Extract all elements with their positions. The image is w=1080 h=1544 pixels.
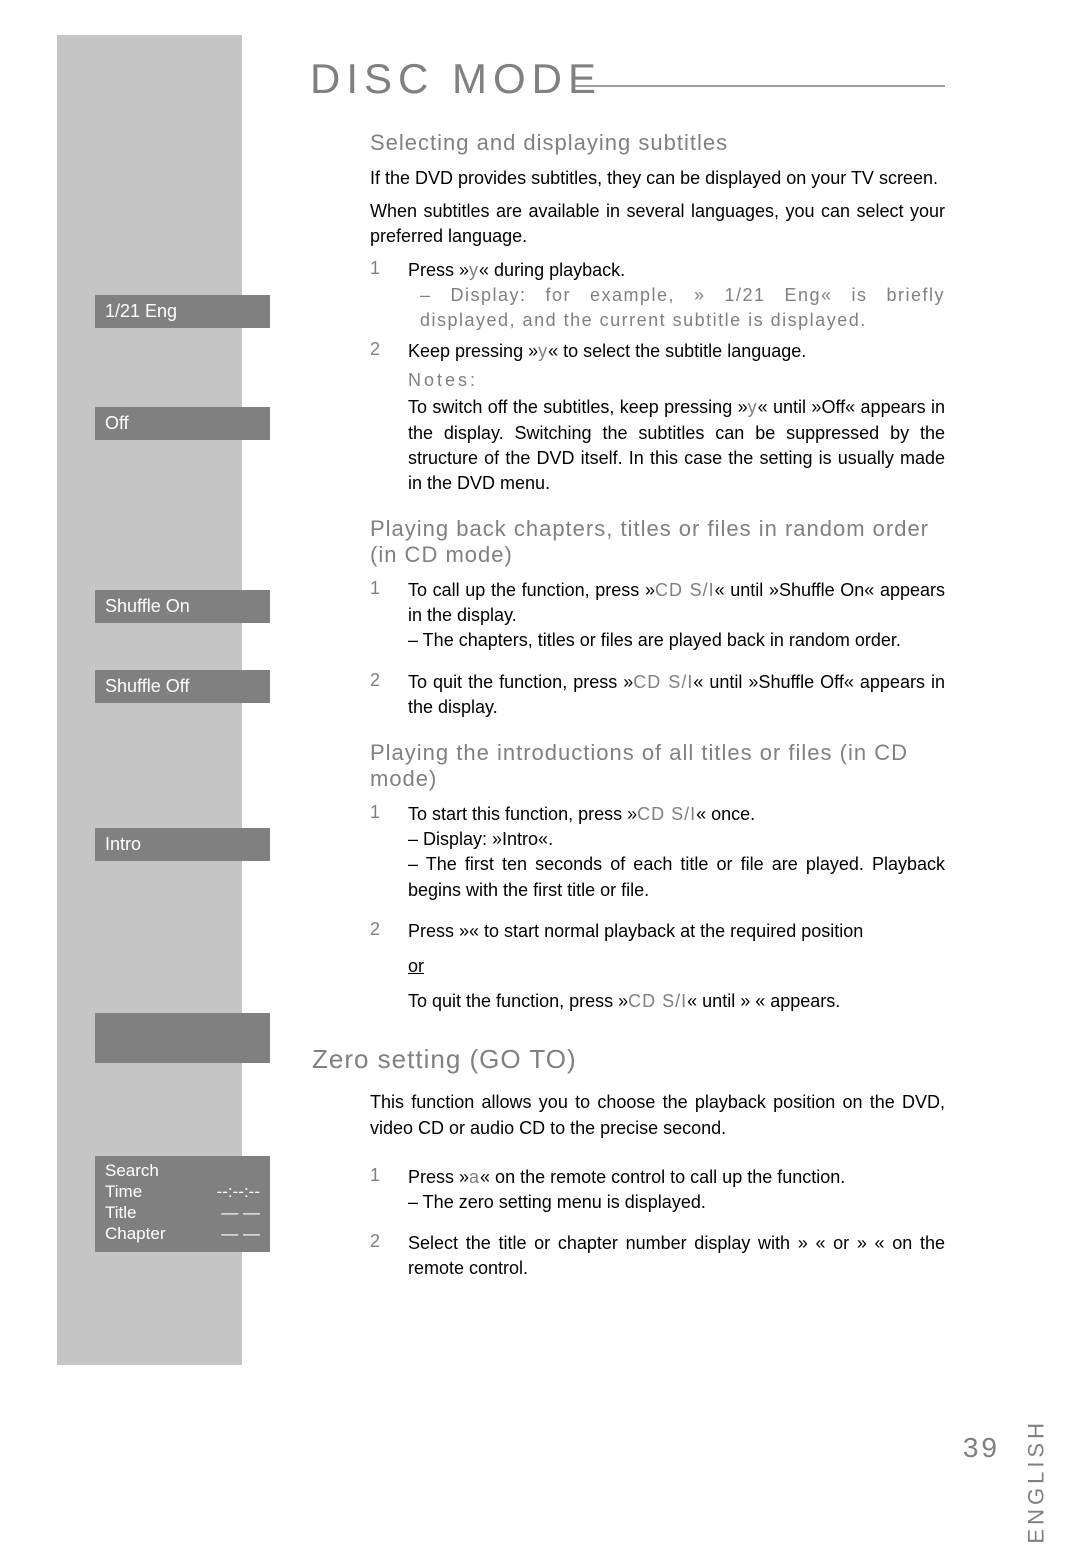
subtitles-heading: Selecting and displaying subtitles bbox=[370, 130, 945, 156]
step-number: 2 bbox=[370, 670, 388, 720]
step-body: Select the title or chapter number displ… bbox=[408, 1231, 945, 1281]
text: « until » « appears. bbox=[687, 991, 840, 1011]
step-body: Press »« to start normal playback at the… bbox=[408, 919, 945, 1015]
value: — — bbox=[221, 1224, 260, 1244]
label: Shuffle Off bbox=[105, 676, 189, 696]
text: Press » bbox=[408, 260, 469, 280]
text: « on the remote control to call up the f… bbox=[480, 1167, 845, 1187]
step-sub1: – Display: »Intro«. bbox=[408, 827, 945, 852]
intro-step1: 1 To start this function, press »CD S/I«… bbox=[370, 802, 945, 903]
intro-heading: Playing the introductions of all titles … bbox=[370, 740, 945, 792]
step-sub: – The chapters, titles or files are play… bbox=[408, 628, 945, 653]
step-number: 2 bbox=[370, 1231, 388, 1281]
text: Press » bbox=[408, 921, 469, 941]
step-body: To quit the function, press »CD S/I« unt… bbox=[408, 670, 945, 720]
goto-p1: This function allows you to choose the p… bbox=[370, 1090, 945, 1140]
goto-heading: Zero setting (GO TO) bbox=[312, 1044, 945, 1075]
goto-step1: 1 Press »a« on the remote control to cal… bbox=[370, 1165, 945, 1215]
step-body: Press »a« on the remote control to call … bbox=[408, 1165, 945, 1215]
sidebar-box-shuffle-off: Shuffle Off bbox=[95, 670, 270, 703]
step-sub: – Display: for example, » 1/21 Eng« is b… bbox=[420, 283, 945, 333]
sidebar-box-blank bbox=[95, 1013, 270, 1063]
title-rule bbox=[575, 85, 945, 87]
sidebar-box-off: Off bbox=[95, 407, 270, 440]
text: Press » bbox=[408, 1167, 469, 1187]
search-row-time: Time --:--:-- bbox=[105, 1182, 260, 1202]
text: « to select the subtitle language. bbox=[548, 341, 806, 361]
page-number: 39 bbox=[963, 1432, 1000, 1464]
key: CD S/I bbox=[633, 672, 693, 692]
step-body: Press »y« during playback. – Display: fo… bbox=[408, 258, 945, 334]
step-number: 2 bbox=[370, 919, 388, 1015]
value: --:--:-- bbox=[217, 1182, 260, 1202]
text: To start this function, press » bbox=[408, 804, 637, 824]
label: Shuffle On bbox=[105, 596, 190, 616]
sidebar-box-shuffle-on: Shuffle On bbox=[95, 590, 270, 623]
random-step1: 1 To call up the function, press »CD S/I… bbox=[370, 578, 945, 654]
text: « to start normal playback at the requir… bbox=[469, 921, 863, 941]
text: Off bbox=[821, 397, 845, 417]
value: — — bbox=[221, 1203, 260, 1223]
key: a bbox=[469, 1167, 480, 1187]
label: Title bbox=[105, 1203, 137, 1223]
intro-step2: 2 Press »« to start normal playback at t… bbox=[370, 919, 945, 1015]
step-number: 2 bbox=[370, 339, 388, 364]
search-row-chapter: Chapter — — bbox=[105, 1224, 260, 1244]
text: « until » bbox=[758, 397, 822, 417]
key: CD S/I bbox=[655, 580, 715, 600]
text: To quit the function, press » bbox=[408, 991, 628, 1011]
key: y bbox=[538, 341, 548, 361]
label: Time bbox=[105, 1182, 142, 1202]
step-number: 1 bbox=[370, 258, 388, 334]
random-heading: Playing back chapters, titles or files i… bbox=[370, 516, 945, 568]
step-body: To start this function, press »CD S/I« o… bbox=[408, 802, 945, 903]
subtitles-p1: If the DVD provides subtitles, they can … bbox=[370, 166, 945, 191]
step-sub2: – The first ten seconds of each title or… bbox=[408, 852, 945, 902]
notes-heading: Notes: bbox=[408, 370, 945, 391]
text: Keep pressing » bbox=[408, 341, 538, 361]
step-body: Keep pressing »y« to select the subtitle… bbox=[408, 339, 945, 364]
step-number: 1 bbox=[370, 1165, 388, 1215]
step-body: To call up the function, press »CD S/I« … bbox=[408, 578, 945, 654]
page-title: DISC MODE bbox=[310, 55, 602, 103]
main-content: Selecting and displaying subtitles If th… bbox=[370, 130, 945, 1281]
subtitles-step1: 1 Press »y« during playback. – Display: … bbox=[370, 258, 945, 334]
label: Off bbox=[105, 413, 129, 433]
step2b: To quit the function, press »CD S/I« unt… bbox=[408, 989, 945, 1014]
language-label: ENGLISH bbox=[1024, 1419, 1050, 1544]
key: CD S/I bbox=[628, 991, 687, 1011]
subtitles-step2: 2 Keep pressing »y« to select the subtit… bbox=[370, 339, 945, 364]
text: To switch off the subtitles, keep pressi… bbox=[408, 397, 748, 417]
random-step2: 2 To quit the function, press »CD S/I« u… bbox=[370, 670, 945, 720]
search-row-title: Title — — bbox=[105, 1203, 260, 1223]
goto-step2: 2 Select the title or chapter number dis… bbox=[370, 1231, 945, 1281]
text: To quit the function, press » bbox=[408, 672, 633, 692]
search-title: Search bbox=[105, 1161, 260, 1181]
sidebar-box-subtitle-lang: 1/21 Eng bbox=[95, 295, 270, 328]
text: « during playback. bbox=[479, 260, 625, 280]
key: y bbox=[469, 260, 479, 280]
key: CD S/I bbox=[637, 804, 696, 824]
or-text: or bbox=[408, 954, 945, 979]
key: y bbox=[748, 397, 758, 417]
label: 1/21 Eng bbox=[105, 301, 177, 321]
subtitles-p2: When subtitles are available in several … bbox=[370, 199, 945, 249]
sidebar-search-box: Search Time --:--:-- Title — — Chapter —… bbox=[95, 1156, 270, 1252]
sidebar-box-intro: Intro bbox=[95, 828, 270, 861]
step-sub: – The zero setting menu is displayed. bbox=[408, 1190, 945, 1215]
text: « once. bbox=[696, 804, 755, 824]
step-number: 1 bbox=[370, 802, 388, 903]
step-number: 1 bbox=[370, 578, 388, 654]
text: To call up the function, press » bbox=[408, 580, 655, 600]
notes-body: To switch off the subtitles, keep pressi… bbox=[408, 395, 945, 496]
label: Chapter bbox=[105, 1224, 165, 1244]
label: Intro bbox=[105, 834, 141, 854]
